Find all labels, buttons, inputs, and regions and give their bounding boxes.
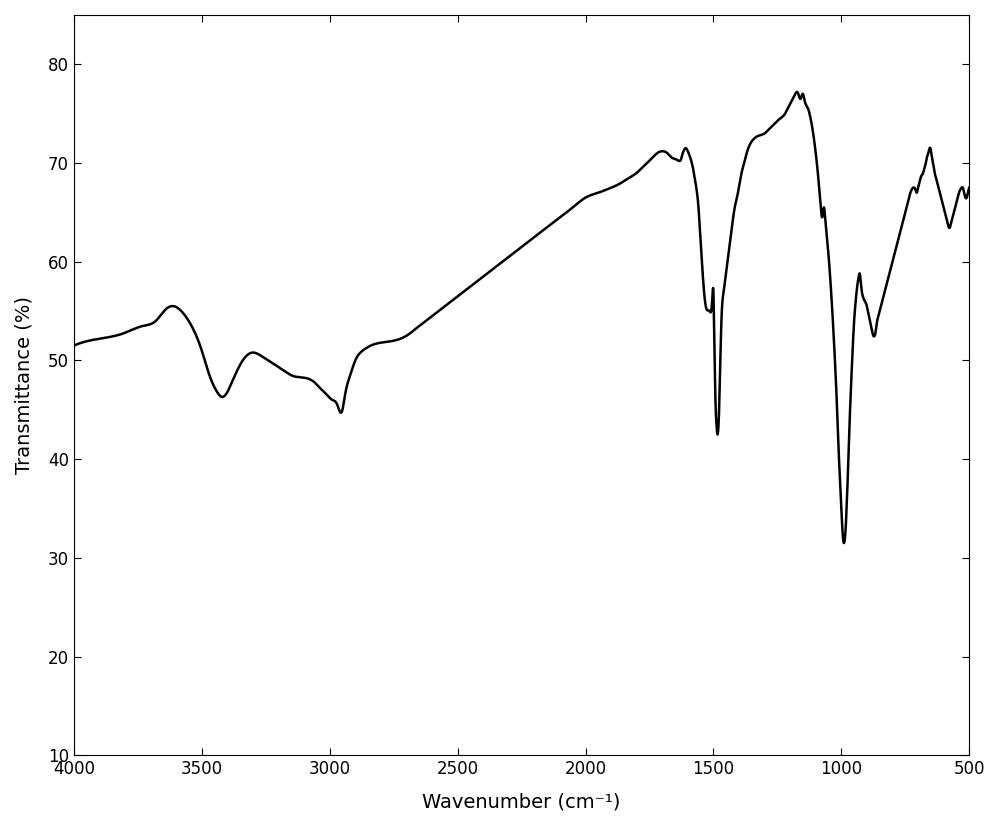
X-axis label: Wavenumber (cm⁻¹): Wavenumber (cm⁻¹) [422, 792, 621, 811]
Y-axis label: Transmittance (%): Transmittance (%) [15, 297, 34, 474]
